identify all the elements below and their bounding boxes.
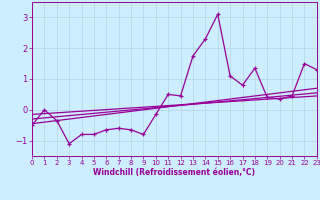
X-axis label: Windchill (Refroidissement éolien,°C): Windchill (Refroidissement éolien,°C) <box>93 168 255 177</box>
